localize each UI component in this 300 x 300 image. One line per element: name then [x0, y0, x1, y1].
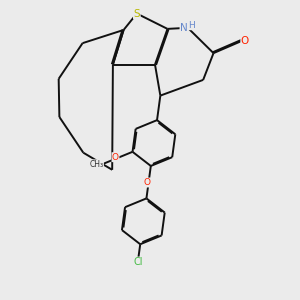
Text: S: S — [134, 8, 140, 19]
Text: N: N — [180, 23, 188, 33]
Text: O: O — [112, 153, 119, 162]
Text: O: O — [241, 36, 249, 46]
Text: CH₃: CH₃ — [89, 160, 103, 169]
Text: Cl: Cl — [134, 257, 143, 267]
Text: O: O — [143, 178, 151, 187]
Text: H: H — [188, 21, 195, 30]
